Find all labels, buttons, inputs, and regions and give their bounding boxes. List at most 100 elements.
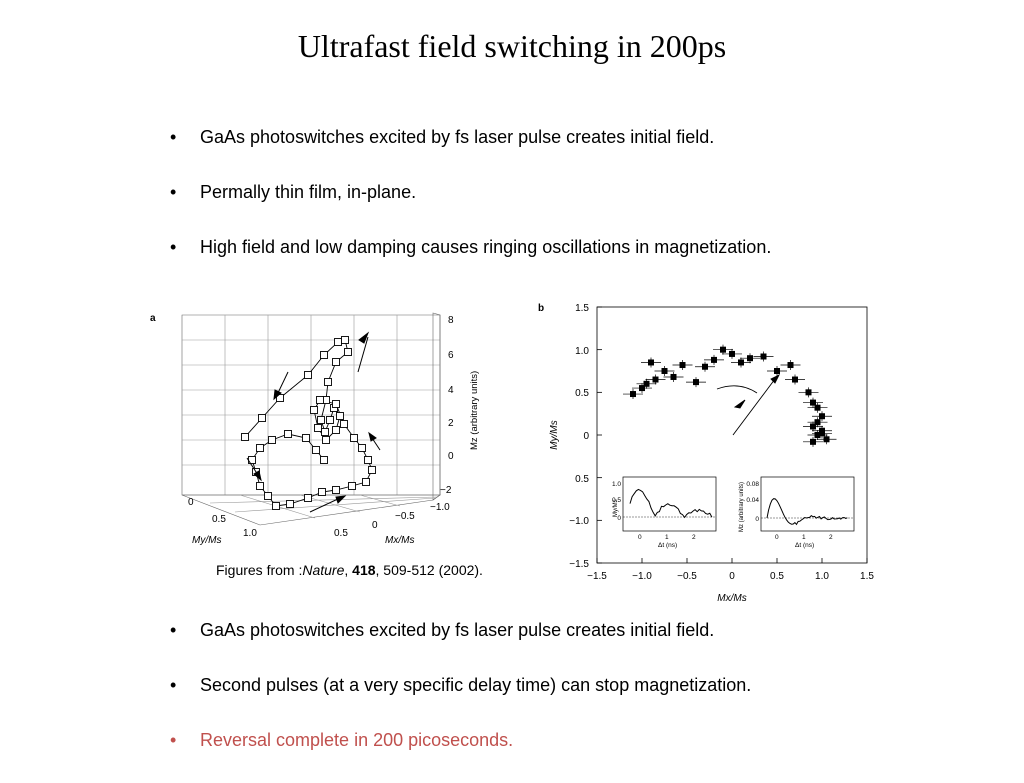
x-tick-label: 0.5 [770,571,784,582]
z-tick-label: 4 [448,385,454,396]
z-tick-label: −2 [440,485,452,496]
trajectory-marker [333,487,340,494]
y-tick-label: 0 [188,497,194,508]
caption-prefix: Figures from : [216,562,302,578]
bullet-text: Second pulses (at a very specific delay … [200,675,751,695]
trajectory-marker [349,483,356,490]
caption-separator: , [344,562,352,578]
inset-my-plot: My/Ms Δt (ns) 1.0 0.5 0 0 1 2 [612,477,716,549]
x-tick-label: −1.0 [632,571,652,582]
bullet-marker: • [170,125,176,149]
trajectory-marker [318,417,325,424]
data-points [623,345,837,447]
bullet-text: Reversal complete in 200 picoseconds. [200,730,513,750]
y-tick-label: 0.5 [575,388,589,399]
bullet-text: GaAs photoswitches excited by fs laser p… [200,127,714,147]
inset1-x-tick: 2 [692,534,696,541]
trajectory-marker [259,415,266,422]
trajectory-marker [327,417,334,424]
caption-journal: Nature [302,562,344,578]
figure-a-x-axis-label: Mx/Ms [385,535,414,546]
trajectory-marker [273,503,280,510]
figure-a-z-ticks: 8 6 4 2 0 −2 [440,315,454,496]
inset-mz-plot: Mz (arbitrary units) Δt (ns) 0.08 0.04 0… [739,477,854,549]
trajectory-marker [342,337,349,344]
data-point [644,381,650,387]
bullet-text: GaAs photoswitches excited by fs laser p… [200,620,714,640]
trajectory-marker [359,445,366,452]
figure-a-y-axis-label: My/Ms [192,535,221,546]
trajectory-marker [317,397,324,404]
bullet-marker: • [170,673,176,697]
data-point [761,353,767,359]
bullet-marker: • [170,618,176,642]
figure-a-arrows [247,333,380,512]
trajectory-marker [322,429,329,436]
trajectory-marker [311,407,318,414]
bullet-item: • Second pulses (at a very specific delay… [170,673,751,728]
caption-volume: 418 [352,562,375,578]
figure-caption: Figures from :Nature, 418, 509-512 (2002… [216,562,483,578]
trajectory-marker [305,372,312,379]
bullet-marker: • [170,728,176,752]
trajectory-marker [333,359,340,366]
inset2-x-tick: 1 [802,534,806,541]
trajectory-marker [333,401,340,408]
y-tick-label: −1.0 [569,516,589,527]
data-point [747,355,753,361]
inset2-y-tick: 0.08 [746,481,759,488]
inset2-x-tick: 0 [775,534,779,541]
x-tick-label: −1.5 [587,571,607,582]
data-point [824,436,830,442]
figure-b-chart: b 1.5 1.0 0.5 0 0.5 −1.0 −1.5 −1.5 −1.0 … [535,295,880,607]
inset1-y-tick: 0 [617,515,621,522]
inset2-y-label: Mz (arbitrary units) [739,482,745,532]
bullet-item: • GaAs photoswitches excited by fs laser … [170,125,771,180]
trajectory-marker [313,447,320,454]
x-tick-label: 1.5 [860,571,874,582]
data-point [680,362,686,368]
data-point [792,377,798,383]
x-tick-label: −1.0 [430,502,450,513]
y-tick-label: 1.5 [575,303,589,314]
bullet-item: • GaAs photoswitches excited by fs laser … [170,618,751,673]
trajectory-marker [242,434,249,441]
trajectory-marker [345,349,352,356]
trajectory-marker [315,425,322,432]
data-point [648,359,654,365]
trajectory-marker [257,445,264,452]
data-point [815,405,821,411]
x-axis-label: Mx/Ms [717,593,746,604]
bullet-item: • High field and low damping causes ringi… [170,235,771,290]
figure-a-x-ticks: −1.0 −0.5 0 0.5 [334,502,450,539]
trajectory-marker [285,431,292,438]
bullet-text: High field and low damping causes ringin… [200,237,771,257]
trajectory-marker [369,467,376,474]
top-bullet-list: • GaAs photoswitches excited by fs laser … [170,125,771,290]
z-tick-label: 2 [448,418,454,429]
inset2-y-tick: 0 [755,516,759,523]
figure-a-trajectory [242,337,376,510]
figure-b-panel-label: b [538,303,544,314]
data-point [711,357,717,363]
figure-a-panel-label: a [150,313,156,324]
trajectory-marker [269,437,276,444]
figure-a-3d-plot: a 8 6 4 2 0 −2 Mz (arbitrary units) 0 0.… [140,300,490,555]
data-point [788,362,794,368]
trajectory-marker [335,339,342,346]
figure-a-y-ticks: 0 0.5 1.0 [188,497,257,539]
data-point [774,368,780,374]
inset1-x-tick: 1 [665,534,669,541]
trajectory-marker [303,435,310,442]
trajectory-marker [321,352,328,359]
trajectory-marker [333,427,340,434]
y-tick-label: 0.5 [575,474,589,485]
trajectory-marker [287,501,294,508]
data-point [810,423,816,429]
inset1-x-tick: 0 [638,534,642,541]
inset2-x-label: Δt (ns) [795,542,814,549]
trajectory-marker [365,457,372,464]
caption-citation: , 509-512 (2002). [376,562,483,578]
y-tick-label: 0.5 [212,514,226,525]
trajectory-marker [305,495,312,502]
